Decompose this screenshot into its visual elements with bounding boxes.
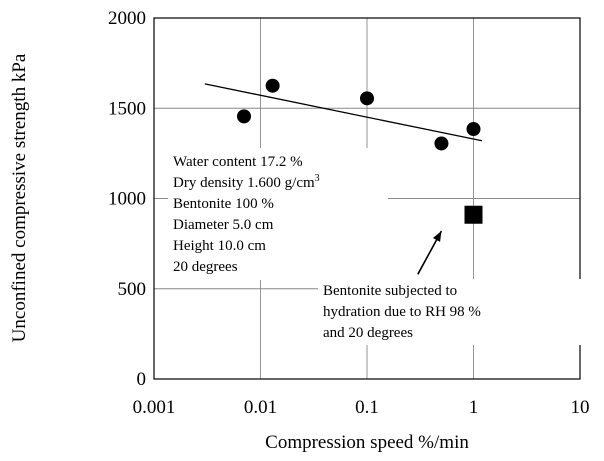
annotation-arrow <box>417 230 443 275</box>
arrow-head <box>433 231 442 242</box>
y-tick-label: 500 <box>118 279 147 300</box>
condition-water-content: Water content 17.2 % <box>173 154 303 170</box>
conditions-annotation: Water content 17.2 % Dry density 1.600 g… <box>173 154 320 275</box>
x-tick-labels: 0.001 0.01 0.1 1 10 <box>133 397 590 418</box>
y-tick-label: 1500 <box>108 98 146 119</box>
y-tick-label: 0 <box>137 369 147 390</box>
data-point-square <box>464 205 483 224</box>
x-tick-label: 0.1 <box>355 397 379 418</box>
x-tick-label: 0.01 <box>244 397 277 418</box>
data-point-circle <box>237 109 252 124</box>
data-point-circle <box>466 122 481 137</box>
conditions-background <box>168 148 388 280</box>
hydration-note-line-3: and 20 degrees <box>323 325 413 341</box>
data-point-circle <box>434 136 449 151</box>
x-tick-label: 10 <box>571 397 590 418</box>
y-tick-labels: 0 500 1000 1500 2000 <box>108 8 146 390</box>
x-axis-title: Compression speed %/min <box>265 432 469 453</box>
condition-dry-density: Dry density 1.600 g/cm3 <box>173 173 320 191</box>
x-tick-label: 0.001 <box>133 397 176 418</box>
condition-dry-density-text: Dry density 1.600 g/cm <box>173 175 315 191</box>
condition-height: Height 10.0 cm <box>173 238 266 254</box>
condition-temperature: 20 degrees <box>173 259 238 275</box>
condition-diameter: Diameter 5.0 cm <box>173 217 274 233</box>
y-tick-label: 2000 <box>108 8 146 29</box>
data-point-circle <box>265 78 280 93</box>
x-tick-label: 1 <box>469 397 479 418</box>
trendline <box>204 83 483 142</box>
data-points <box>237 78 483 224</box>
y-tick-label: 1000 <box>108 189 146 210</box>
condition-bentonite: Bentonite 100 % <box>173 196 274 212</box>
hydration-note-background <box>318 279 586 345</box>
plot-area-frame <box>153 17 581 380</box>
y-axis-title: Unconfined compressive strength kPa <box>9 53 30 342</box>
hydration-note-line-1: Bentonite subjected to <box>323 283 457 299</box>
condition-dry-density-superscript: 3 <box>315 173 320 184</box>
trendline-group <box>204 83 483 142</box>
data-point-circle <box>360 91 374 106</box>
hydration-note-line-2: hydration due to RH 98 % <box>323 304 481 320</box>
hydration-annotation: Bentonite subjected to hydration due to … <box>323 283 481 341</box>
